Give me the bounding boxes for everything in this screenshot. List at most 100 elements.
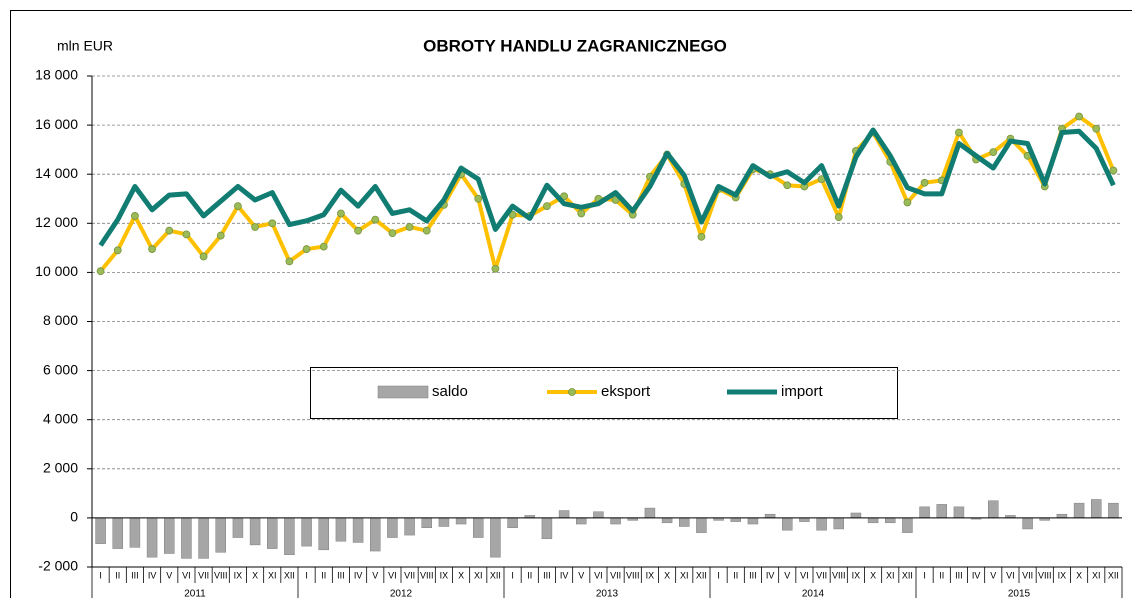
- marker: [697, 232, 706, 241]
- x-tick-label: I: [99, 570, 102, 580]
- y-tick-label: 12 000: [35, 214, 78, 230]
- marker: [268, 219, 277, 228]
- bar: [696, 517, 707, 533]
- bar: [953, 506, 965, 519]
- legend-label: eksport: [601, 383, 651, 400]
- bar: [747, 517, 759, 525]
- x-tick-label: IV: [148, 570, 157, 580]
- bar: [1091, 499, 1102, 519]
- x-tick-label: XI: [886, 570, 895, 580]
- year-label: 2012: [390, 589, 413, 598]
- marker: [989, 148, 998, 157]
- year-label: 2011: [184, 589, 206, 598]
- bar: [902, 517, 913, 533]
- bar: [421, 517, 432, 528]
- chart-title: OBROTY HANDLU ZAGRANICZNEGO: [423, 36, 727, 55]
- x-tick-label: I: [305, 570, 308, 580]
- x-tick-label: XI: [1092, 570, 1101, 580]
- y-tick-label: 4 000: [43, 410, 78, 426]
- x-tick-label: IV: [766, 570, 775, 580]
- y-tick-label: 18 000: [35, 67, 78, 83]
- x-tick-label: VIII: [832, 570, 846, 580]
- x-tick-label: VI: [1006, 570, 1015, 580]
- x-tick-label: VII: [404, 570, 415, 580]
- bar: [267, 517, 278, 549]
- x-tick-label: III: [131, 570, 139, 580]
- marker: [422, 226, 431, 235]
- bar: [146, 517, 158, 558]
- x-tick-label: XI: [680, 570, 689, 580]
- x-tick-label: IX: [646, 570, 655, 580]
- marker: [285, 257, 294, 266]
- x-tick-label: XII: [284, 570, 295, 580]
- year-label: 2015: [1008, 589, 1031, 598]
- x-tick-label: XI: [474, 570, 483, 580]
- bar: [215, 517, 226, 553]
- bar: [576, 517, 587, 525]
- bar: [764, 513, 776, 519]
- bar: [679, 517, 690, 527]
- chart-frame: [10, 10, 1132, 598]
- bar: [404, 517, 415, 536]
- x-tick-label: V: [372, 570, 378, 580]
- bar: [507, 517, 518, 528]
- x-tick-label: XII: [696, 570, 707, 580]
- bar: [799, 517, 810, 522]
- x-tick-label: IX: [1058, 570, 1067, 580]
- bar: [661, 517, 673, 524]
- x-tick-label: VIII: [1038, 570, 1052, 580]
- x-tick-label: II: [115, 570, 120, 580]
- bar: [885, 517, 896, 524]
- x-tick-label: III: [337, 570, 345, 580]
- marker: [234, 202, 242, 211]
- marker: [96, 267, 105, 276]
- bar: [198, 517, 209, 559]
- x-tick-label: X: [252, 570, 258, 580]
- bar: [644, 507, 656, 519]
- marker: [1075, 112, 1083, 121]
- bar: [833, 517, 844, 530]
- x-tick-label: V: [784, 570, 790, 580]
- x-tick-label: II: [733, 570, 738, 580]
- bar: [455, 517, 467, 525]
- x-tick-label: XII: [490, 570, 501, 580]
- legend-label: saldo: [432, 383, 468, 400]
- x-tick-label: IV: [972, 570, 981, 580]
- x-tick-label: VIII: [626, 570, 640, 580]
- x-tick-label: VII: [198, 570, 209, 580]
- marker: [491, 264, 500, 273]
- marker: [474, 194, 483, 203]
- marker: [903, 198, 912, 207]
- marker: [251, 223, 259, 231]
- bar: [301, 517, 312, 547]
- marker: [131, 212, 139, 220]
- marker: [216, 231, 225, 240]
- y-axis-label: mln EUR: [57, 38, 113, 54]
- y-tick-label: 8 000: [43, 312, 78, 328]
- marker: [577, 209, 586, 218]
- x-tick-label: VI: [800, 570, 809, 580]
- marker: [319, 242, 328, 251]
- bar: [95, 517, 106, 544]
- bar: [782, 517, 793, 531]
- bar: [1056, 513, 1068, 519]
- marker: [783, 181, 792, 190]
- bar: [490, 517, 501, 558]
- bar: [387, 517, 398, 538]
- x-tick-label: X: [870, 570, 876, 580]
- y-tick-label: -2 000: [38, 558, 78, 574]
- x-tick-label: II: [939, 570, 944, 580]
- bar: [164, 517, 175, 554]
- x-tick-label: II: [321, 570, 326, 580]
- bar: [867, 517, 879, 524]
- marker: [955, 128, 963, 137]
- x-tick-label: V: [166, 570, 172, 580]
- y-tick-label: 0: [70, 509, 78, 525]
- x-tick-label: VII: [610, 570, 621, 580]
- x-tick-label: IV: [560, 570, 569, 580]
- bar: [473, 517, 484, 538]
- x-tick-label: VIII: [214, 570, 228, 580]
- bar: [936, 504, 947, 519]
- x-tick-label: VI: [594, 570, 603, 580]
